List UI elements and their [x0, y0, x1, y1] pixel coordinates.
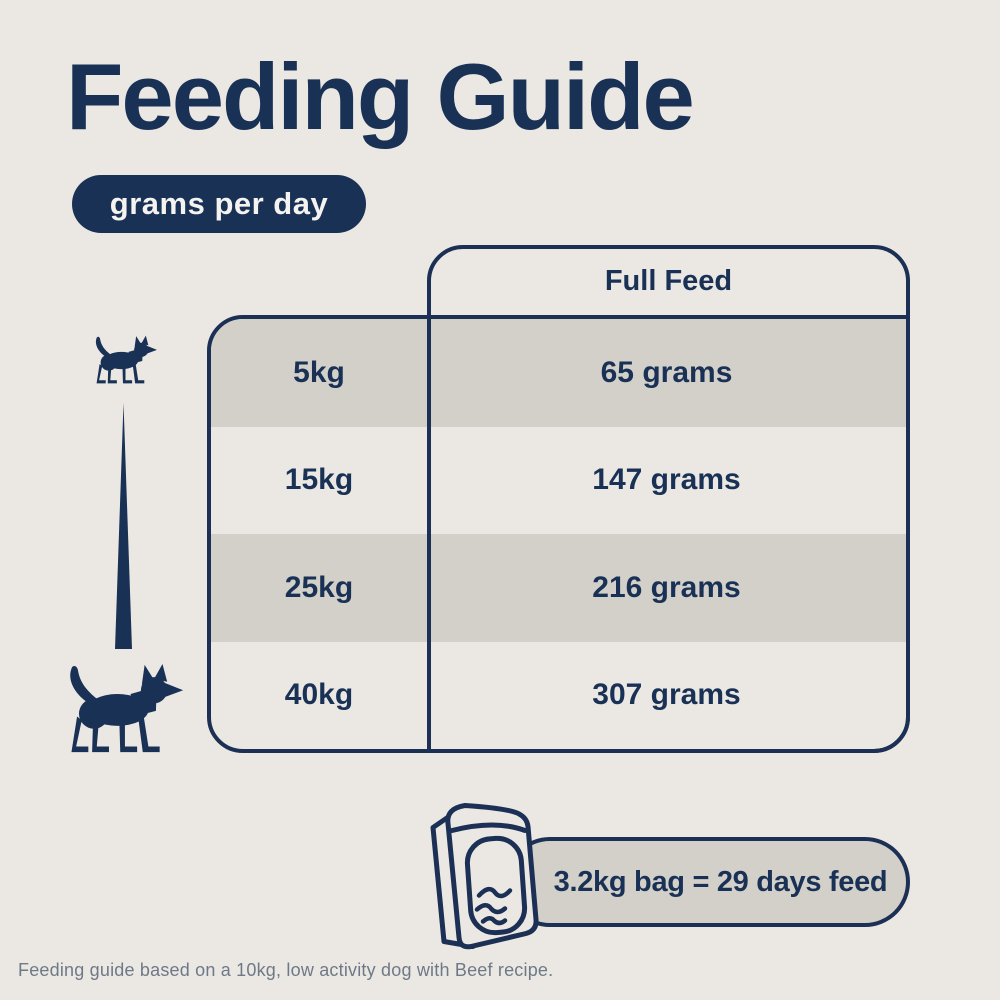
table-row: 25kg 216 grams	[211, 534, 906, 642]
table-row: 5kg 65 grams	[211, 319, 906, 427]
column-header-label: Full Feed	[604, 264, 733, 297]
large-dog-icon	[63, 661, 185, 757]
weight-cell: 25kg	[284, 570, 354, 604]
amount-cell: 65 grams	[600, 355, 733, 389]
small-dog-icon	[92, 334, 158, 386]
unit-badge-label: grams per day	[109, 186, 329, 221]
column-header-full-feed: Full Feed	[427, 249, 910, 313]
weight-cell: 40kg	[284, 678, 354, 712]
amount-cell: 307 grams	[592, 678, 741, 712]
food-bag-icon	[430, 803, 539, 950]
footnote: Feeding guide based on a 10kg, low activ…	[18, 960, 554, 980]
amount-cell: 147 grams	[592, 463, 741, 497]
size-scale-wedge-icon	[115, 403, 132, 649]
unit-badge: grams per day	[72, 175, 366, 233]
amount-cell: 216 grams	[592, 570, 741, 604]
bag-equivalence-badge: 3.2kg bag = 29 days feed	[505, 837, 910, 927]
weight-cell: 5kg	[293, 355, 345, 389]
weight-cell: 15kg	[284, 463, 354, 497]
bag-equivalence-label: 3.2kg bag = 29 days feed	[553, 865, 888, 898]
table-row: 40kg 307 grams	[211, 642, 906, 750]
table-row: 15kg 147 grams	[211, 427, 906, 535]
page-title: Feeding Guide	[66, 44, 695, 149]
feeding-table: 5kg 65 grams 15kg 147 grams 25kg 216 gra…	[207, 315, 910, 753]
